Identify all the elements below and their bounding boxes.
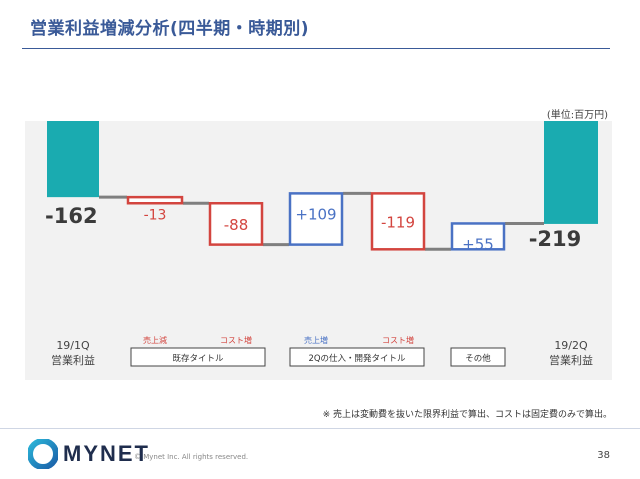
page-title: 営業利益増減分析(四半期・時期別) [30,19,310,39]
category-type: コスト増 [220,335,252,345]
bar-delta [450,222,506,251]
group-box [289,347,425,367]
data-label: -119 [381,213,415,231]
category-period: 19/2Q [554,339,588,352]
bar-delta [208,202,264,246]
bar-total [47,121,99,198]
group-box [130,347,266,367]
category-name: 営業利益 [51,353,95,367]
category-type: コスト増 [382,335,414,345]
mynet-logo-icon [28,439,58,469]
footer-divider [0,428,640,429]
group-box [450,347,506,367]
bar-delta [370,192,426,251]
page-number: 38 [597,450,610,461]
category-name: 営業利益 [549,353,593,367]
data-label: +55 [462,235,494,253]
category-type: 売上減 [143,335,167,345]
group-label: 2Qの仕入・開発タイトル [308,353,406,364]
data-label: +109 [295,205,336,223]
title-divider [22,48,610,49]
bar-total [544,121,598,224]
group-label: 既存タイトル [172,353,224,364]
category-period: 19/1Q [56,339,90,352]
footnote: ※ 売上は変動費を抜いた限界利益で算出、コストは固定費のみで算出。 [322,410,612,420]
copyright: © Mynet Inc. All rights reserved. [134,453,249,461]
chart-panel [25,121,612,380]
data-label: -88 [224,216,249,234]
bar-delta [126,195,184,205]
brand-name: MYNET [63,441,150,466]
bar-delta [288,192,344,246]
unit-label: (単位:百万円) [546,110,608,121]
category-type: 売上増 [304,335,328,345]
data-label: -219 [529,227,582,251]
data-label: -13 [144,207,167,223]
data-label: -162 [45,204,98,228]
group-label: その他 [465,353,491,364]
